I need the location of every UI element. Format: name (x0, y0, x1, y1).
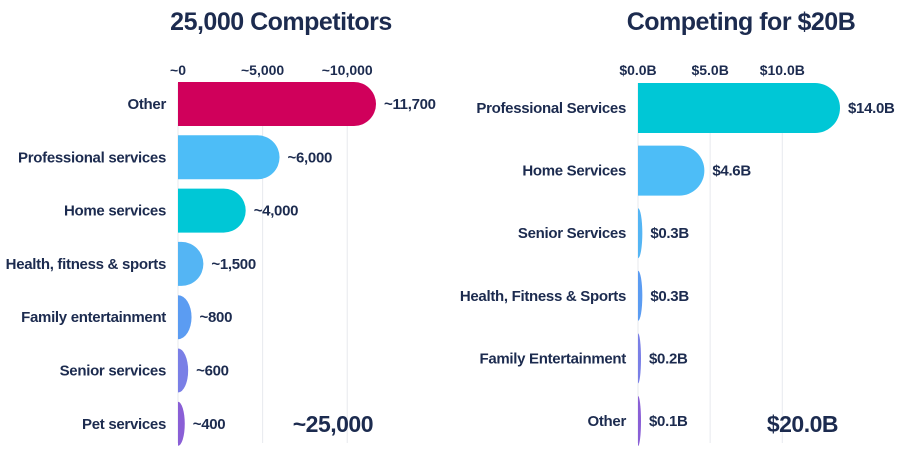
competitors-category-label: Professional services (18, 149, 166, 166)
competitors-bar (178, 295, 192, 340)
competitors-value-label: ~600 (196, 363, 229, 380)
competitors-bar (178, 188, 246, 233)
revenue-tick-label: $0.0B (619, 62, 656, 78)
revenue-bar (638, 333, 641, 384)
competitors-tick-label: ~0 (170, 62, 186, 78)
revenue-category-label: Senior Services (518, 225, 626, 242)
revenue-value-label: $14.0B (848, 100, 895, 117)
competitors-bar (178, 348, 189, 393)
competitors-tick-label: ~10,000 (322, 62, 373, 78)
competitors-total-label: ~25,000 (293, 411, 373, 437)
revenue-tick-label: $5.0B (691, 62, 728, 78)
competitors-value-label: ~400 (193, 416, 226, 433)
competitors-category-label: Health, fitness & sports (6, 256, 166, 273)
revenue-value-label: $0.1B (649, 413, 688, 430)
competitors-value-label: ~11,700 (384, 96, 436, 113)
competitors-chart-title: 25,000 Competitors (170, 8, 392, 36)
competitors-bar (178, 135, 280, 180)
competitors-chart: 25,000 Competitors ~0 ~5,000 ~10,000 Other ~1… (6, 8, 436, 446)
revenue-value-label: $0.2B (649, 350, 688, 367)
revenue-bar (638, 83, 840, 133)
revenue-value-label: $4.6B (712, 163, 751, 180)
revenue-category-label: Other (587, 413, 626, 430)
competitors-category-label: Other (127, 96, 166, 113)
revenue-total-label: $20.0B (767, 411, 838, 437)
competitors-category-label: Family entertainment (21, 309, 166, 326)
competitors-bar (178, 401, 185, 446)
revenue-category-label: Professional Services (476, 100, 626, 117)
competitors-category-label: Home services (64, 203, 166, 220)
revenue-bar (638, 270, 643, 321)
revenue-chart: Competing for $20B $0.0B $5.0B $10.0B Profes… (460, 8, 895, 446)
competitors-value-label: ~4,000 (254, 203, 299, 220)
competitors-category-label: Senior services (60, 363, 166, 380)
competitors-value-label: ~800 (200, 309, 233, 326)
revenue-category-label: Home Services (522, 163, 626, 180)
revenue-chart-title: Competing for $20B (627, 8, 856, 36)
revenue-category-label: Family Entertainment (479, 350, 626, 367)
competitors-bar (178, 241, 204, 286)
competitors-bar (178, 82, 376, 126)
revenue-bar (638, 396, 641, 446)
revenue-bar (638, 208, 643, 259)
competitors-value-label: ~1,500 (211, 256, 256, 273)
revenue-bar (638, 145, 705, 196)
competitors-tick-label: ~5,000 (241, 62, 284, 78)
competitors-value-label: ~6,000 (288, 149, 333, 166)
revenue-value-label: $0.3B (650, 225, 689, 242)
revenue-tick-label: $10.0B (760, 62, 805, 78)
revenue-category-label: Health, Fitness & Sports (460, 288, 626, 305)
competitors-category-label: Pet services (82, 416, 166, 433)
revenue-value-label: $0.3B (650, 288, 689, 305)
